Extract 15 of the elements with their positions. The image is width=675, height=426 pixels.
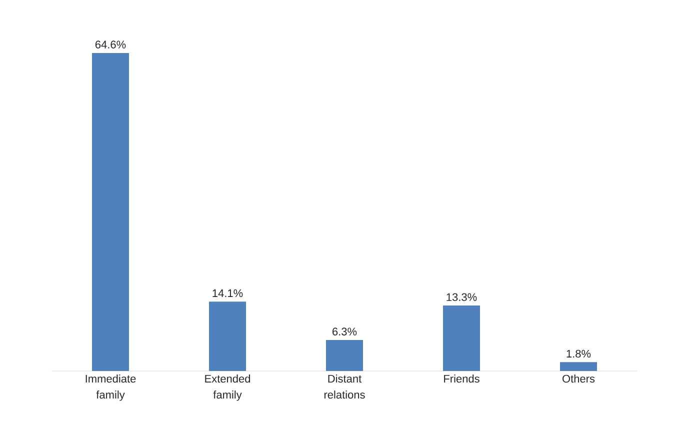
data-label: 6.3% bbox=[332, 328, 357, 336]
bar bbox=[443, 306, 480, 371]
data-label: 64.6% bbox=[95, 40, 126, 48]
x-tick-label: Extended family bbox=[205, 374, 250, 401]
x-tick-label: Others bbox=[562, 374, 595, 383]
data-label: 14.1% bbox=[212, 289, 243, 298]
data-label: 13.3% bbox=[446, 293, 477, 301]
bar bbox=[326, 340, 364, 371]
data-label: 1.8% bbox=[566, 350, 591, 358]
bar bbox=[560, 362, 598, 371]
x-tick-label: Distant relations bbox=[324, 374, 365, 399]
bar bbox=[92, 52, 129, 371]
x-tick-label: Friends bbox=[444, 374, 480, 383]
bar bbox=[209, 302, 246, 371]
x-tick-label: Immediate family bbox=[86, 374, 136, 401]
